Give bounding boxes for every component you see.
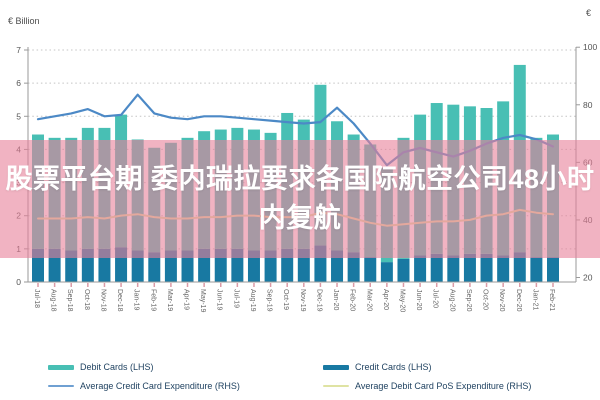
legend-label: Average Credit Card Expenditure (RHS)	[80, 381, 240, 391]
avg-credit-expenditure-swatch	[48, 384, 74, 388]
x-tick-label: Mar-19	[166, 289, 173, 311]
legend-item-credit-cards: Credit Cards (LHS)	[323, 362, 432, 372]
x-tick-label: Apr-20	[382, 289, 389, 310]
x-tick-label: Dec-18	[116, 289, 123, 312]
credit-bar	[347, 252, 360, 282]
news-overlay-band: 股票平台期 委内瑞拉要求各国际航空公司48小时 内复航	[0, 140, 600, 258]
left-axis-tick-label: 5	[16, 111, 21, 121]
credit-bar	[497, 255, 510, 282]
debit-cards-swatch	[48, 364, 74, 370]
credit-bar	[530, 257, 543, 282]
credit-bar	[513, 252, 526, 282]
x-tick-label: May-20	[398, 289, 405, 312]
credit-bar	[447, 255, 460, 282]
x-tick-label: Dec-20	[515, 289, 522, 312]
x-tick-label: Oct-19	[282, 289, 289, 310]
x-tick-label: Jul-20	[432, 289, 439, 308]
x-tick-label: Nov-20	[498, 289, 505, 312]
credit-bar	[397, 258, 410, 282]
credit-bar	[364, 257, 377, 282]
x-tick-label: Oct-20	[482, 289, 489, 310]
credit-bar	[131, 250, 144, 282]
x-tick-label: Aug-20	[448, 289, 455, 312]
left-axis-unit-label: € Billion	[8, 16, 40, 26]
legend-item-avg-debit-pos-expenditure: Average Debit Card PoS Expenditure (RHS)	[323, 381, 531, 391]
x-tick-label: Jul-18	[33, 289, 40, 308]
left-axis-tick-label: 6	[16, 78, 21, 88]
x-tick-label: Dec-19	[315, 289, 322, 312]
credit-bar	[264, 250, 277, 282]
news-headline-line1: 股票平台期 委内瑞拉要求各国际航空公司48小时	[5, 164, 595, 194]
x-tick-label: Jan-20	[332, 289, 339, 311]
x-tick-label: Apr-19	[183, 289, 190, 310]
legend-item-debit-cards: Debit Cards (LHS)	[48, 362, 154, 372]
x-tick-label: Feb-20	[349, 289, 356, 311]
left-axis-tick-label: 7	[16, 45, 21, 55]
left-axis-tick-label: 0	[16, 277, 21, 287]
legend-label: Average Debit Card PoS Expenditure (RHS)	[355, 381, 532, 391]
x-tick-label: Jan-19	[133, 289, 140, 311]
legend-label: Debit Cards (LHS)	[80, 362, 154, 372]
x-tick-label: Oct-18	[83, 289, 90, 310]
legend-item-avg-credit-expenditure: Average Credit Card Expenditure (RHS)	[48, 381, 240, 391]
right-axis-unit-label: €	[586, 8, 592, 18]
x-tick-label: Jan-21	[531, 289, 538, 311]
x-tick-label: Nov-18	[99, 289, 106, 312]
x-tick-label: Feb-21	[548, 289, 555, 311]
x-tick-label: Jun-20	[415, 289, 422, 311]
x-tick-label: Sep-19	[266, 289, 273, 312]
credit-bar	[164, 250, 177, 282]
right-axis-tick-label: 80	[583, 100, 593, 110]
news-headline-line2: 内复航	[258, 203, 342, 233]
credit-bar	[463, 253, 476, 282]
credit-bar	[247, 250, 260, 282]
credit-bar	[331, 250, 344, 282]
credit-bar	[547, 257, 559, 282]
right-axis-tick-label: 100	[583, 42, 597, 52]
credit-bar	[65, 250, 78, 282]
credit-bar	[414, 255, 427, 282]
x-tick-label: Jun-19	[216, 289, 223, 311]
x-tick-label: Sep-20	[465, 289, 472, 312]
credit-bar	[480, 253, 493, 282]
x-tick-label: Mar-20	[365, 289, 372, 311]
credit-bar	[181, 250, 194, 282]
avg-debit-pos-expenditure-swatch	[323, 384, 349, 388]
x-tick-label: Feb-19	[149, 289, 156, 311]
credit-bar	[430, 253, 443, 282]
x-tick-label: Aug-19	[249, 289, 256, 312]
chart-legend: Debit Cards (LHS) Credit Cards (LHS) Ave…	[0, 354, 600, 398]
credit-bar	[380, 262, 393, 282]
credit-bar	[148, 252, 161, 282]
news-headline: 股票平台期 委内瑞拉要求各国际航空公司48小时 内复航	[0, 160, 600, 238]
legend-label: Credit Cards (LHS)	[355, 362, 432, 372]
credit-cards-swatch	[323, 364, 349, 370]
right-axis-tick-label: 20	[583, 273, 593, 283]
x-tick-label: Jul-19	[232, 289, 239, 308]
x-tick-label: May-19	[199, 289, 206, 312]
x-tick-label: Aug-18	[50, 289, 57, 312]
x-tick-label: Sep-18	[66, 289, 73, 312]
x-tick-label: Nov-19	[299, 289, 306, 312]
